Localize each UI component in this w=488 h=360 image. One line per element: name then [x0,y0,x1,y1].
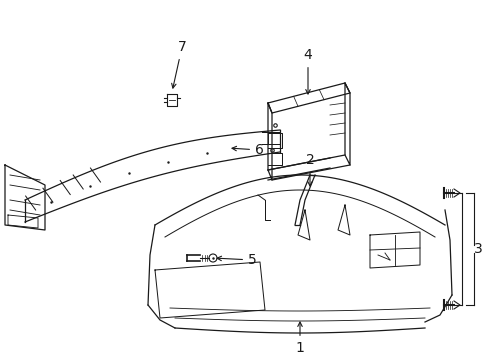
Text: 5: 5 [217,253,256,267]
Text: 4: 4 [303,48,312,94]
Text: 3: 3 [473,242,481,256]
Text: 6: 6 [231,143,264,157]
Text: 1: 1 [295,322,304,355]
Text: 7: 7 [171,40,186,88]
Text: 2: 2 [305,153,314,186]
